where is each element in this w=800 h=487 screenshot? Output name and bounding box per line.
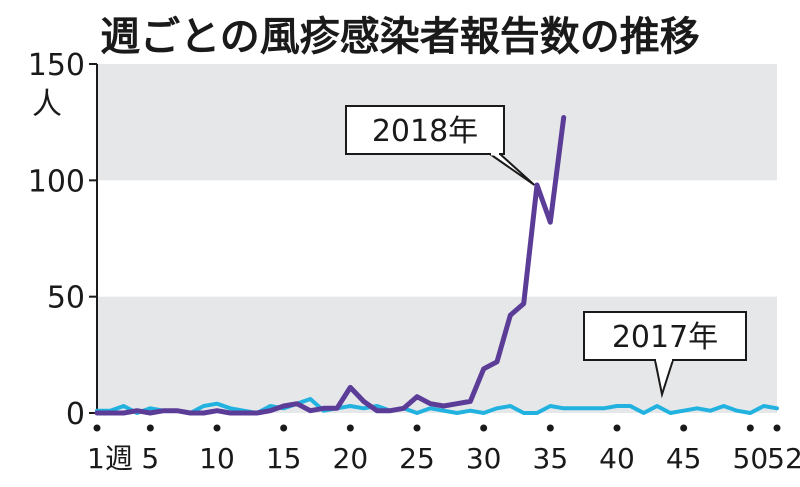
x-tick-dot (280, 424, 288, 432)
y-tick-label: 150 (28, 48, 85, 83)
y-tick-label: 50 (47, 281, 85, 316)
x-week-suffix: 週 (105, 442, 133, 475)
y-unit-label: 人 (32, 87, 62, 122)
x-tick-dot (746, 424, 754, 432)
series-line-2017 (95, 397, 779, 415)
x-tick-dot (213, 424, 221, 432)
x-tick-dot (480, 424, 488, 432)
callout-box-2018 (345, 105, 505, 155)
x-tick-dot (613, 424, 621, 432)
x-tick-label: 10 (199, 442, 235, 475)
x-tick-dot (546, 424, 554, 432)
x-tick-label: 5 (141, 442, 159, 475)
chart-title: 週ごとの風疹感染者報告数の推移 (100, 14, 700, 60)
series-lines (94, 115, 779, 416)
x-tick-label: 50 (733, 442, 769, 475)
x-tick-label: 40 (599, 442, 635, 475)
callout-label-2018: 2018年 (372, 114, 478, 149)
y-tick-label: 0 (66, 397, 85, 432)
x-tick-label: 52 (767, 442, 800, 475)
y-tick-label: 100 (28, 164, 85, 199)
x-tick-label: 15 (266, 442, 302, 475)
x-tick-label: 25 (399, 442, 435, 475)
x-tick-label: 45 (666, 442, 702, 475)
series-line-2018 (94, 115, 567, 416)
x-tick-dot (93, 424, 101, 432)
x-tick-dot (146, 424, 154, 432)
x-tick-label: 30 (466, 442, 502, 475)
x-tick-dot (413, 424, 421, 432)
x-tick-dot (773, 424, 781, 432)
x-tick-label: 1 (87, 442, 105, 475)
x-tick-dot (680, 424, 688, 432)
x-tick-label: 35 (533, 442, 569, 475)
x-tick-label: 20 (333, 442, 369, 475)
callouts: 2018年 2017年 (345, 105, 747, 399)
callout-box-2017 (583, 311, 747, 361)
callout-label-2017: 2017年 (612, 320, 718, 355)
x-tick-dot (346, 424, 354, 432)
